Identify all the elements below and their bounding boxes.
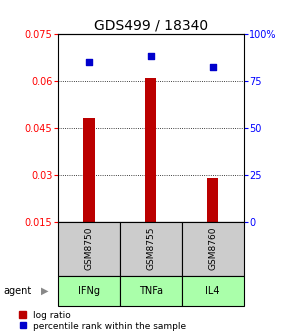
Bar: [83, 118, 95, 269]
Bar: [120, 222, 182, 276]
Text: IFNg: IFNg: [78, 286, 100, 296]
Point: [87, 59, 91, 65]
Text: GSM8750: GSM8750: [84, 227, 93, 270]
Bar: [207, 178, 218, 269]
Text: agent: agent: [3, 286, 31, 296]
Bar: [182, 276, 244, 306]
Text: GSM8755: GSM8755: [146, 227, 155, 270]
Title: GDS499 / 18340: GDS499 / 18340: [94, 18, 208, 33]
Text: TNFa: TNFa: [139, 286, 163, 296]
Text: GSM8760: GSM8760: [208, 227, 217, 270]
Bar: [145, 78, 156, 269]
Legend: log ratio, percentile rank within the sample: log ratio, percentile rank within the sa…: [19, 311, 186, 331]
Bar: [58, 222, 120, 276]
Text: IL4: IL4: [205, 286, 220, 296]
Bar: [182, 222, 244, 276]
Bar: [120, 276, 182, 306]
Point: [148, 53, 153, 59]
Text: ▶: ▶: [41, 286, 49, 296]
Point: [210, 65, 215, 70]
Bar: [58, 276, 120, 306]
